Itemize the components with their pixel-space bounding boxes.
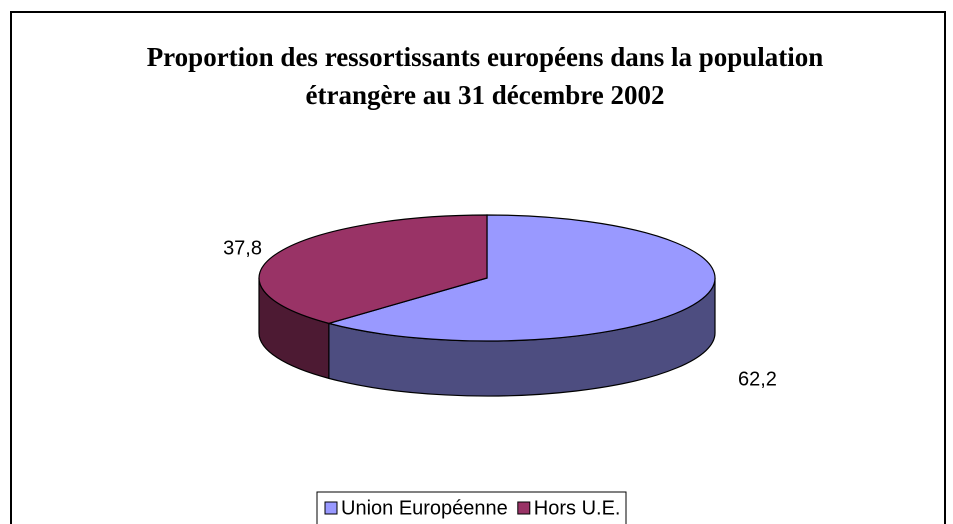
pie [258,214,716,397]
pie-slice [258,214,488,325]
pie-slice [326,214,716,342]
legend-swatch [324,501,338,515]
value-label: 37,8 [223,237,262,259]
chart-title: Proportion des ressortissants européens … [146,42,824,110]
legend-swatch [517,501,531,515]
legend-box [316,491,627,524]
legend-label: Union Européenne [341,497,508,519]
legend-label: Hors U.E. [534,497,621,519]
value-label: 62,2 [738,368,777,390]
